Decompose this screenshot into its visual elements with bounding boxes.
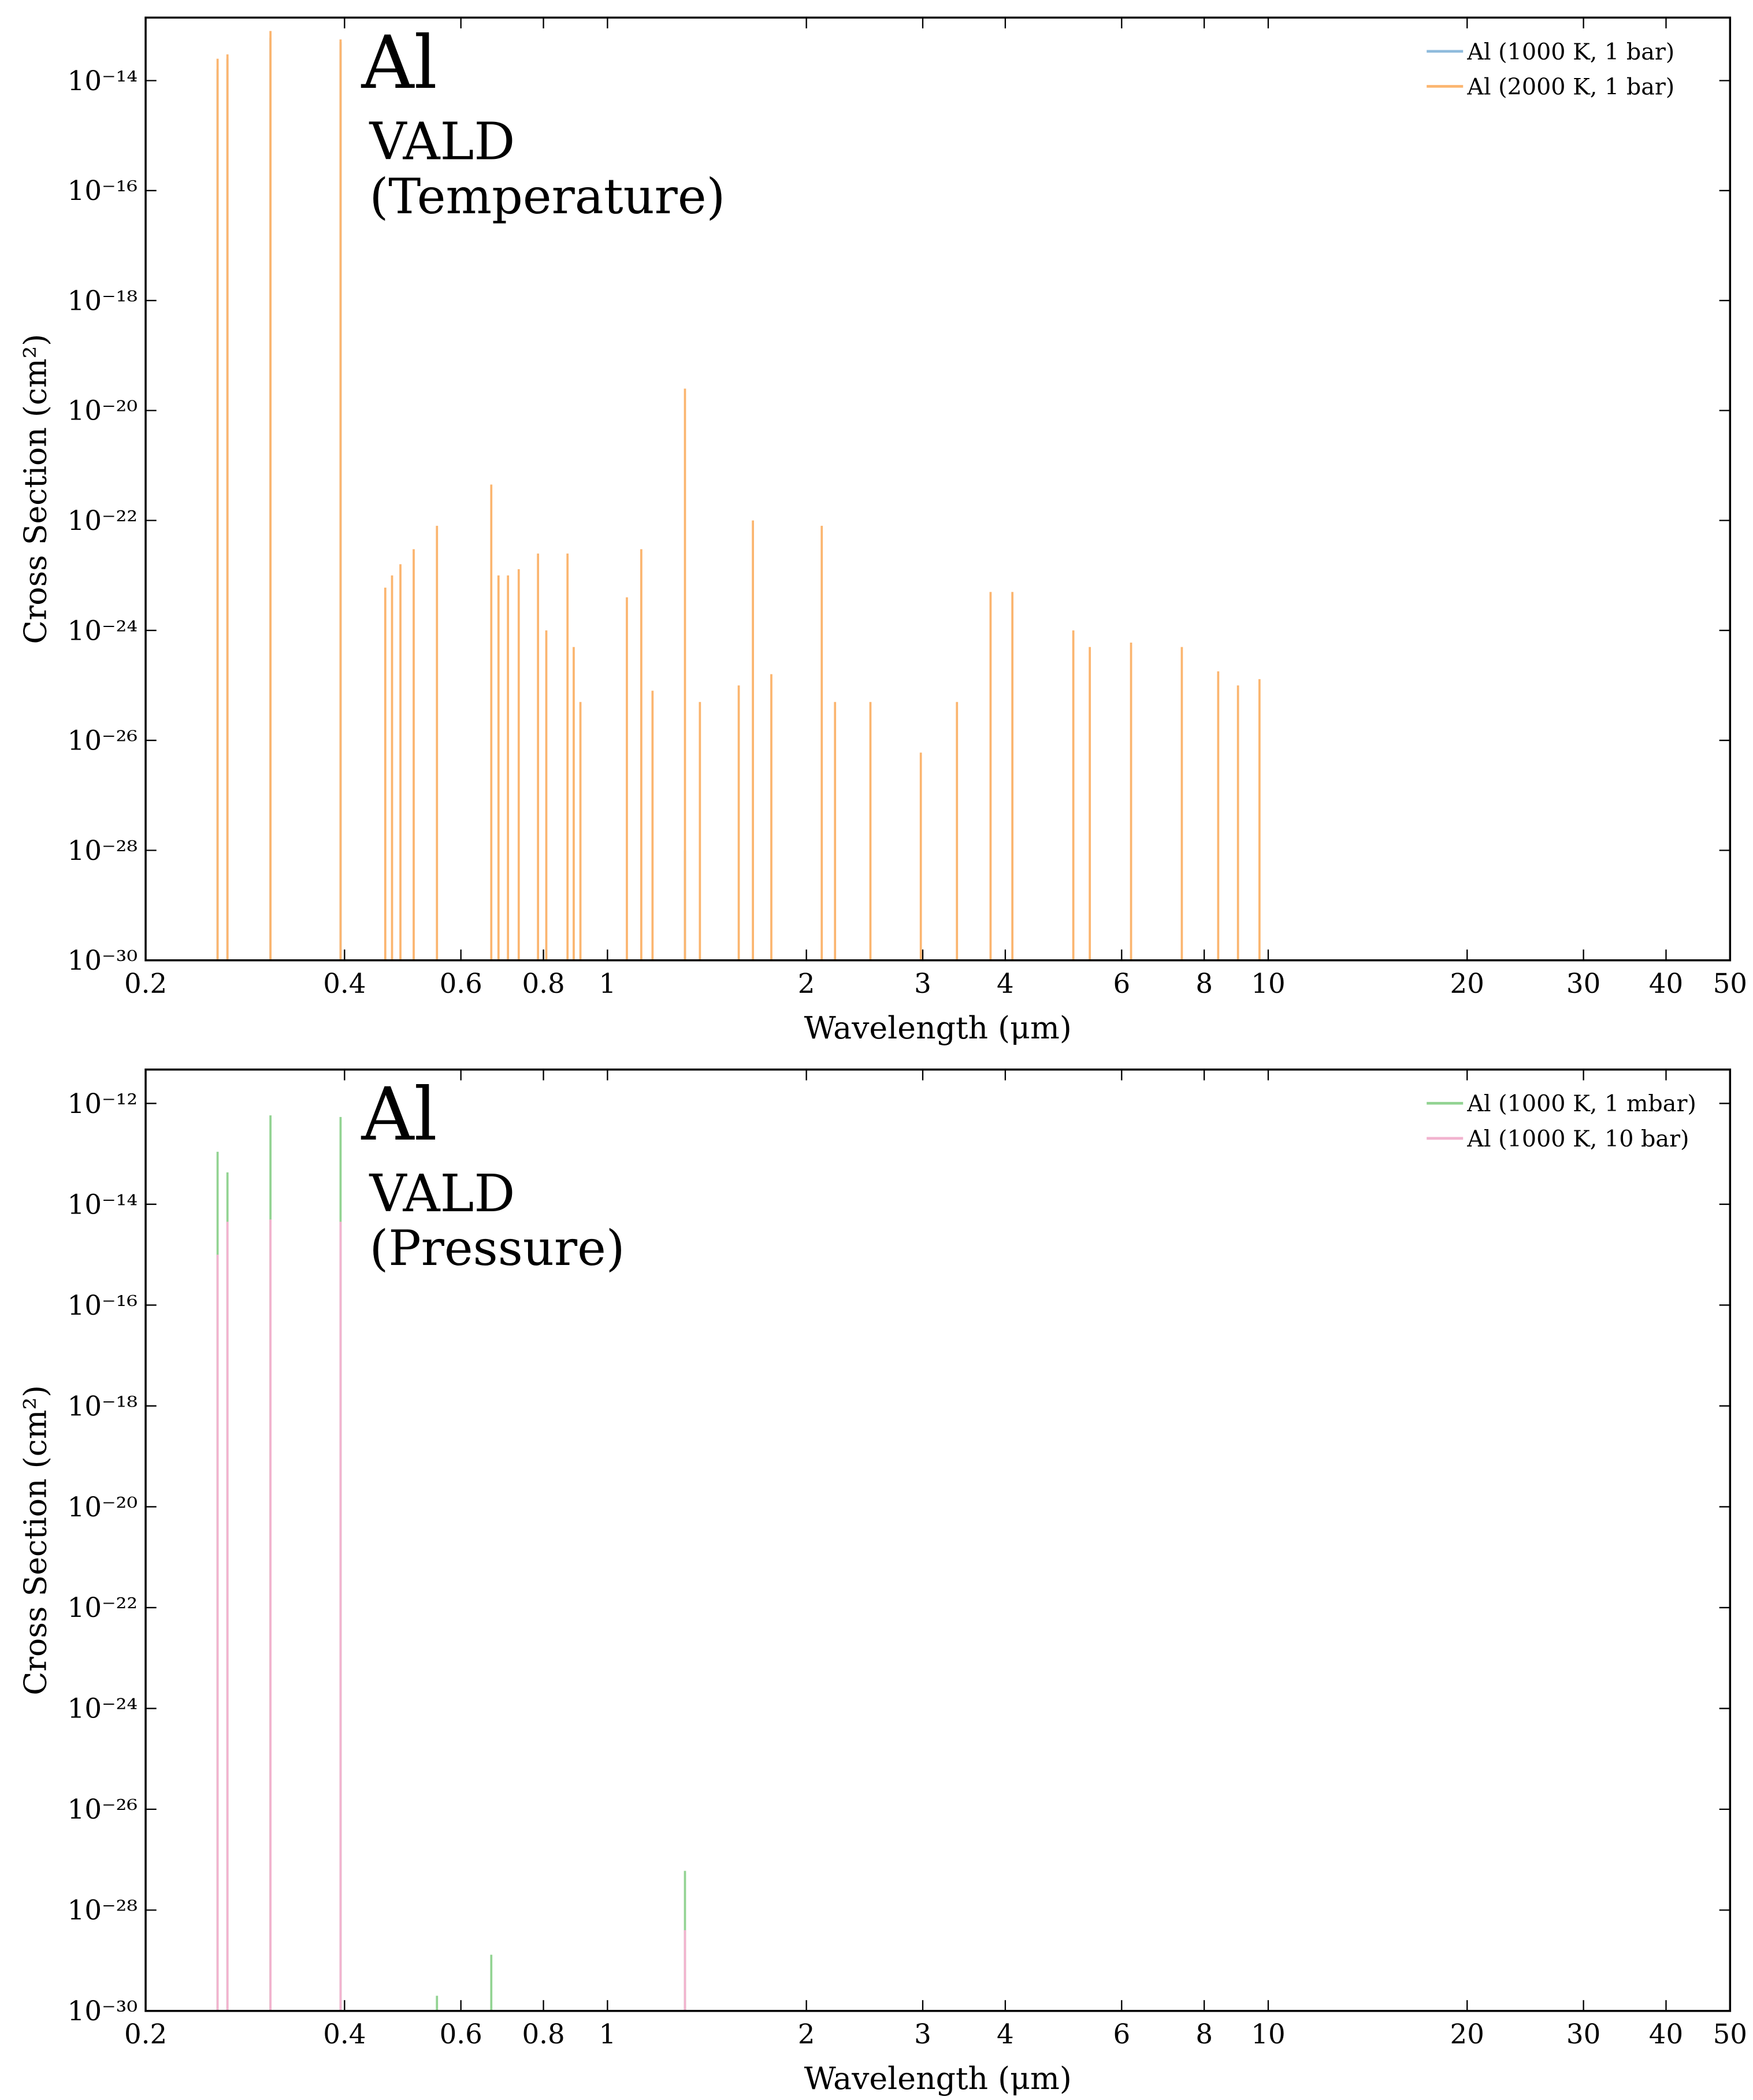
subplot: 0.2 0.4 0.6 0.8 1 2 3 4 6 8 10 20 30 40 50 10⁻³⁰ 10⁻²⁸ 10…: [17, 16, 1747, 1046]
x-tick-label: 0.8: [522, 2019, 564, 2050]
x-tick-label: 1: [599, 2019, 616, 2050]
y-tick-label: 10⁻¹⁸: [68, 1391, 138, 1422]
y-axis-label: Cross Section (cm²): [17, 334, 53, 644]
y-tick-label: 10⁻²⁶: [68, 726, 138, 757]
legend-label: Al (1000 K, 1 mbar): [1466, 1090, 1696, 1117]
x-tick-label: 0.6: [440, 2019, 482, 2050]
x-tick-label: 4: [997, 969, 1014, 1000]
x-axis-label: Wavelength (μm): [804, 2060, 1072, 2097]
y-tick-label: 10⁻²²: [68, 506, 138, 537]
y-tick-label: 10⁻³⁰: [68, 1996, 138, 2027]
x-tick-label: 3: [914, 969, 931, 1000]
x-tick-label: 20: [1450, 969, 1484, 1000]
x-tick-label: 1: [599, 969, 616, 1000]
legend-label: Al (1000 K, 10 bar): [1466, 1126, 1689, 1152]
y-tick-label: 10⁻³⁰: [68, 945, 138, 977]
x-tick-label: 40: [1649, 969, 1683, 1000]
annotation: Al: [361, 20, 437, 105]
subplot: 0.2 0.4 0.6 0.8 1 2 3 4 6 8 10 20 30 40 50 10⁻³⁰ 10⁻²⁸ 10…: [17, 1068, 1747, 2097]
y-tick-label: 10⁻²⁴: [68, 1694, 138, 1725]
y-tick-label: 10⁻¹⁶: [68, 1290, 138, 1322]
y-tick-label: 10⁻¹⁴: [68, 1189, 138, 1220]
x-tick-label: 8: [1195, 2019, 1213, 2050]
y-tick-label: 10⁻¹⁸: [68, 285, 138, 317]
y-tick-label: 10⁻¹⁴: [68, 66, 138, 97]
annotation: VALD: [369, 1164, 515, 1223]
x-tick-label: 10: [1251, 969, 1285, 1000]
y-tick-label: 10⁻²²: [68, 1593, 138, 1624]
annotation: (Pressure): [369, 1220, 625, 1277]
x-tick-label: 30: [1566, 969, 1600, 1000]
x-tick-label: 10: [1251, 2019, 1285, 2050]
x-tick-label: 50: [1713, 2019, 1747, 2050]
y-tick-label: 10⁻²⁰: [68, 1492, 138, 1523]
axes-frame: [144, 16, 1732, 962]
y-tick-label: 10⁻¹²: [68, 1089, 138, 1120]
x-tick-label: 8: [1195, 969, 1213, 1000]
legend-label: Al (2000 K, 1 bar): [1466, 73, 1674, 100]
x-axis-label: Wavelength (μm): [804, 1010, 1072, 1046]
y-tick-label: 10⁻²⁸: [68, 836, 138, 867]
x-tick-label: 30: [1566, 2019, 1600, 2050]
y-tick-label: 10⁻²⁶: [68, 1794, 138, 1826]
x-tick-label: 0.4: [323, 2019, 366, 2050]
y-axis-label: Cross Section (cm²): [17, 1385, 53, 1695]
x-tick-label: 0.4: [323, 969, 366, 1000]
legend-label: Al (1000 K, 1 bar): [1466, 39, 1674, 65]
x-tick-label: 6: [1113, 969, 1130, 1000]
x-tick-label: 0.6: [440, 969, 482, 1000]
annotation: Al: [361, 1072, 437, 1157]
y-tick-label: 10⁻²⁰: [68, 396, 138, 427]
annotation: VALD: [369, 112, 515, 171]
x-tick-label: 50: [1713, 969, 1747, 1000]
x-tick-label: 0.2: [124, 2019, 167, 2050]
x-tick-label: 3: [914, 2019, 931, 2050]
x-tick-label: 20: [1450, 2019, 1484, 2050]
x-tick-label: 6: [1113, 2019, 1130, 2050]
x-tick-label: 0.2: [124, 969, 167, 1000]
x-tick-label: 2: [798, 2019, 815, 2050]
x-tick-label: 2: [798, 969, 815, 1000]
y-tick-label: 10⁻¹⁶: [68, 176, 138, 207]
axes-frame: [144, 1068, 1732, 2012]
y-tick-label: 10⁻²⁸: [68, 1895, 138, 1927]
x-tick-label: 40: [1649, 2019, 1683, 2050]
annotation: (Temperature): [369, 168, 725, 225]
x-tick-label: 0.8: [522, 969, 564, 1000]
x-tick-label: 4: [997, 2019, 1014, 2050]
y-tick-label: 10⁻²⁴: [68, 615, 138, 647]
